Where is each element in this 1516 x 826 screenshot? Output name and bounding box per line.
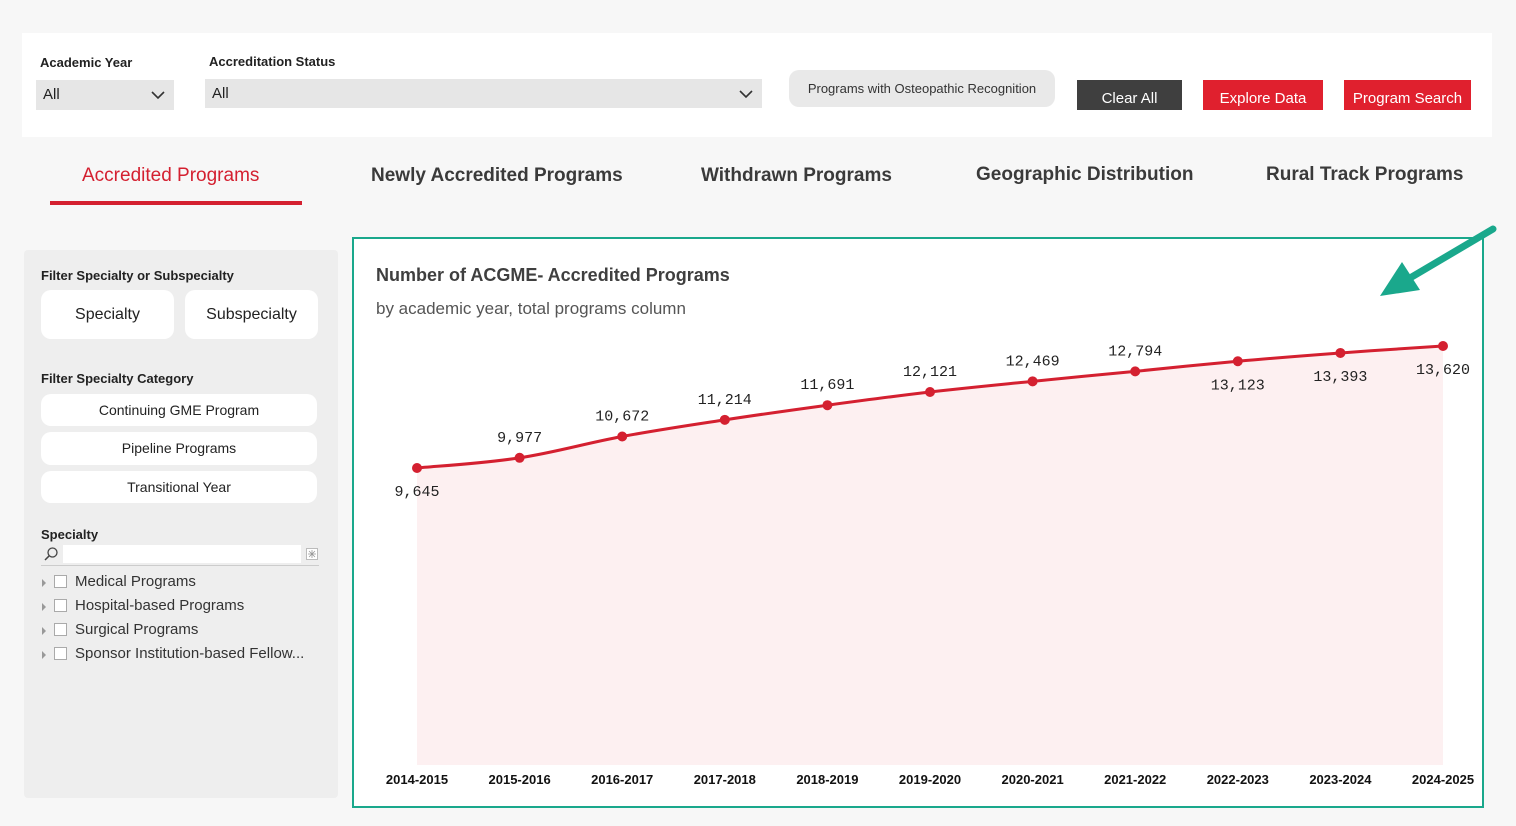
- x-tick-label: 2021-2022: [1104, 772, 1166, 787]
- specialty-button[interactable]: Specialty: [41, 290, 174, 339]
- osteopathic-recognition-button[interactable]: Programs with Osteopathic Recognition: [789, 70, 1055, 107]
- data-label: 12,469: [1006, 353, 1060, 370]
- x-tick-label: 2016-2017: [591, 772, 653, 787]
- data-label: 12,794: [1108, 343, 1162, 360]
- academic-year-dropdown[interactable]: All: [36, 80, 174, 110]
- specialty-search-input[interactable]: [63, 545, 301, 563]
- arrow-annotation-icon: [1380, 225, 1497, 296]
- tab-accredited-programs[interactable]: Accredited Programs: [82, 165, 260, 186]
- x-tick-label: 2022-2023: [1207, 772, 1269, 787]
- data-point[interactable]: [925, 387, 935, 398]
- data-point[interactable]: [1027, 376, 1038, 387]
- data-label: 13,123: [1211, 377, 1265, 394]
- category-pipeline-programs-button[interactable]: Pipeline Programs: [41, 432, 317, 465]
- chart-subtitle: by academic year, total programs column: [376, 299, 686, 318]
- data-point[interactable]: [514, 452, 525, 463]
- tab-rural-track-programs[interactable]: Rural Track Programs: [1266, 164, 1464, 185]
- accreditation-status-label: Accreditation Status: [209, 54, 336, 69]
- clear-all-button[interactable]: Clear All: [1077, 80, 1182, 110]
- data-label: 13,620: [1416, 362, 1470, 379]
- chevron-down-icon: [739, 90, 753, 99]
- specialty-search-box: [41, 545, 319, 566]
- erase-icon[interactable]: [306, 548, 318, 560]
- checkbox[interactable]: [54, 647, 67, 660]
- expand-arrow-icon[interactable]: [42, 579, 46, 587]
- data-label: 9,977: [497, 430, 542, 447]
- x-tick-label: 2019-2020: [899, 772, 961, 787]
- chart-area-fill: [417, 346, 1443, 765]
- chart-title: Number of ACGME- Accredited Programs: [376, 265, 730, 285]
- filter-category-label: Filter Specialty Category: [41, 371, 194, 386]
- tree-item-label: Medical Programs: [75, 573, 196, 590]
- x-tick-label: 2020-2021: [1002, 772, 1064, 787]
- expand-arrow-icon[interactable]: [42, 627, 46, 635]
- filter-bar: Academic Year All Accreditation Status A…: [22, 33, 1492, 137]
- expand-arrow-icon[interactable]: [42, 603, 46, 611]
- data-label: 10,672: [595, 408, 649, 425]
- data-label: 9,645: [394, 484, 439, 501]
- data-label: 11,214: [698, 392, 752, 409]
- checkbox[interactable]: [54, 623, 67, 636]
- x-tick-label: 2018-2019: [796, 772, 858, 787]
- program-search-button[interactable]: Program Search: [1344, 80, 1471, 110]
- explore-data-button[interactable]: Explore Data: [1203, 80, 1323, 110]
- tab-withdrawn-programs[interactable]: Withdrawn Programs: [701, 165, 892, 186]
- search-icon: [44, 547, 58, 561]
- x-tick-label: 2014-2015: [386, 772, 448, 787]
- tab-newly-accredited-programs[interactable]: Newly Accredited Programs: [371, 165, 623, 186]
- specialty-slicer-label: Specialty: [41, 527, 99, 542]
- x-tick-label: 2017-2018: [694, 772, 756, 787]
- data-point[interactable]: [1335, 347, 1346, 358]
- x-tick-label: 2024-2025: [1412, 772, 1474, 787]
- academic-year-value: All: [43, 86, 60, 103]
- checkbox[interactable]: [54, 599, 67, 612]
- data-point[interactable]: [1130, 366, 1141, 377]
- subspecialty-button[interactable]: Subspecialty: [185, 290, 318, 339]
- tree-item-label: Hospital-based Programs: [75, 597, 245, 614]
- filter-sidebar: [24, 250, 338, 798]
- expand-arrow-icon[interactable]: [42, 651, 46, 659]
- data-point[interactable]: [719, 414, 730, 425]
- category-continuing-gme-button[interactable]: Continuing GME Program: [41, 394, 317, 426]
- data-point[interactable]: [1438, 341, 1448, 351]
- data-point[interactable]: [822, 400, 833, 411]
- category-transitional-year-button[interactable]: Transitional Year: [41, 471, 317, 503]
- data-point[interactable]: [412, 463, 422, 473]
- data-label: 11,691: [800, 377, 854, 394]
- accreditation-status-value: All: [212, 85, 229, 102]
- checkbox[interactable]: [54, 575, 67, 588]
- data-point[interactable]: [1232, 356, 1243, 367]
- tree-item-label: Sponsor Institution-based Fellow...: [75, 645, 305, 662]
- tree-item-label: Surgical Programs: [75, 621, 199, 638]
- filter-specialty-label: Filter Specialty or Subspecialty: [41, 268, 234, 283]
- data-label: 12,121: [903, 364, 957, 381]
- tab-geographic-distribution[interactable]: Geographic Distribution: [976, 164, 1194, 185]
- chevron-down-icon: [151, 91, 165, 100]
- accreditation-status-dropdown[interactable]: All: [205, 79, 762, 108]
- academic-year-label: Academic Year: [40, 55, 133, 70]
- x-tick-label: 2023-2024: [1309, 772, 1372, 787]
- data-label: 13,393: [1313, 369, 1367, 386]
- active-tab-underline: [50, 201, 302, 205]
- data-point[interactable]: [617, 431, 628, 442]
- x-tick-label: 2015-2016: [489, 772, 551, 787]
